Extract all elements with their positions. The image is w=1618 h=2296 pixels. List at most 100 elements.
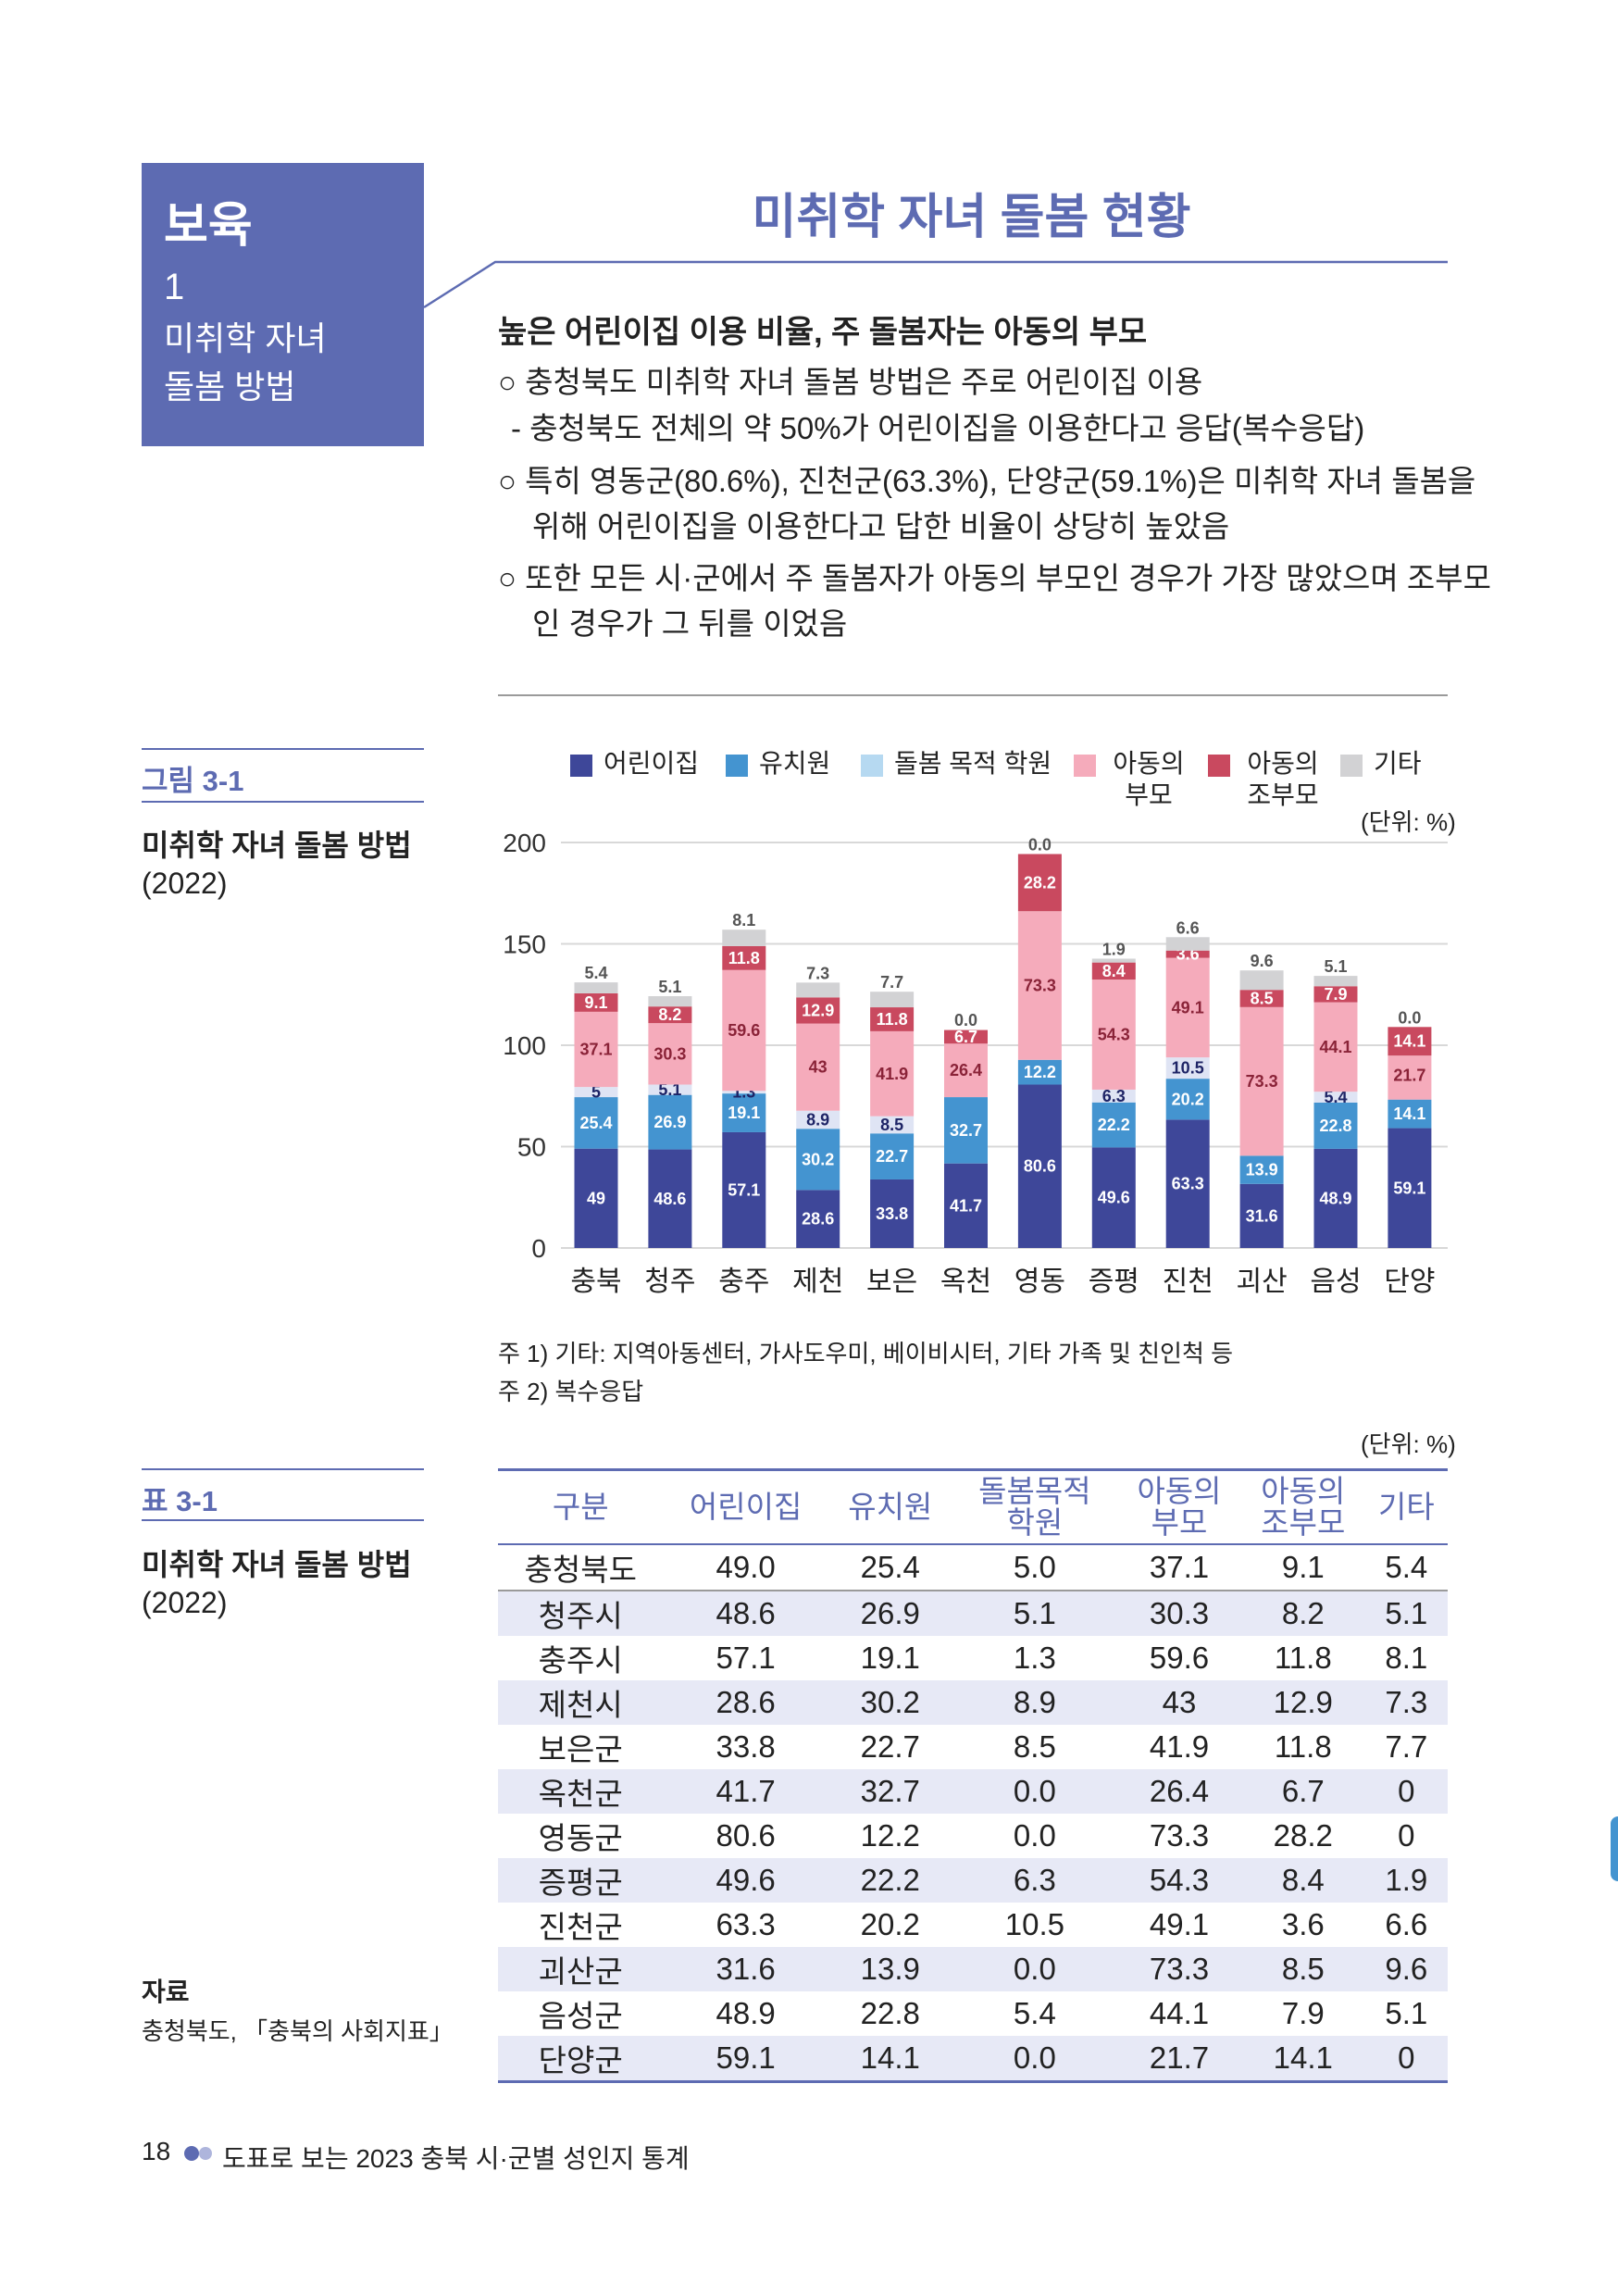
data-label: 26.9 — [653, 1113, 686, 1131]
bar-segment — [1165, 937, 1210, 951]
table-cell: 44.1 — [1149, 1995, 1210, 2030]
figure-note: 주 1) 기타: 지역아동센터, 가사도우미, 베이비시터, 기타 가족 및 친… — [498, 1340, 1234, 1367]
x-tick-label: 괴산 — [1236, 1267, 1287, 1297]
book-title: 도표로 보는 2023 충북 시·군별 성인지 통계 — [222, 2144, 690, 2173]
bar-segment — [1313, 976, 1358, 987]
column-header: 어린이집 — [663, 1468, 828, 1545]
table-cell: 49.6 — [663, 1857, 828, 1903]
bar-segment — [1091, 1089, 1136, 1103]
table-cell: 9.1 — [1240, 1543, 1365, 1591]
bar-segment — [796, 982, 840, 998]
table-cell: 57.1 — [716, 1640, 776, 1675]
data-label: 26.4 — [950, 1061, 982, 1079]
table-cell: 1.9 — [1364, 1857, 1448, 1903]
data-label: 22.8 — [1319, 1117, 1351, 1135]
table-cell: 5.1 — [952, 1590, 1118, 1636]
bar-segment — [648, 996, 692, 1007]
divider — [498, 694, 1448, 696]
legend-label: 아동의 부모 — [1113, 749, 1185, 809]
y-tick-label: 200 — [503, 829, 546, 857]
bar-segment — [722, 930, 766, 946]
table-cell: 8.4 — [1240, 1857, 1365, 1903]
table-cell: 1.3 — [1013, 1640, 1056, 1675]
table-cell: 5.4 — [1013, 1995, 1056, 2030]
figure-note: 주 2) 복수응답 — [498, 1378, 644, 1405]
bar-segment — [1165, 957, 1210, 1058]
data-label: 73.3 — [1024, 977, 1056, 995]
bar-segment — [870, 1133, 915, 1179]
bar-segment — [648, 1094, 692, 1150]
table-cell: 73.3 — [1117, 1946, 1241, 1991]
bar-segment — [574, 982, 618, 993]
bar-segment — [722, 1093, 766, 1132]
table-cell: 25.4 — [828, 1543, 952, 1591]
bar-segment — [870, 1007, 915, 1031]
data-label: 13.9 — [1246, 1161, 1278, 1179]
data-label: 22.7 — [876, 1147, 908, 1166]
page-title: 미취학 자녀 돌봄 현황 — [752, 191, 1191, 244]
row-label: 괴산군 — [498, 1946, 664, 1991]
data-label: 49.6 — [1098, 1189, 1130, 1207]
bar-segment — [1091, 980, 1136, 1090]
data-label: 33.8 — [876, 1204, 908, 1223]
table-cell: 19.1 — [860, 1640, 920, 1675]
bar-segment — [1165, 1057, 1210, 1079]
legend-label: 아동의 조부모 — [1247, 749, 1319, 809]
section-name-1: 미취학 자녀 — [164, 319, 327, 357]
data-label: 5.1 — [658, 1080, 681, 1099]
table-cell: 22.2 — [828, 1857, 952, 1903]
bar-segment — [796, 1190, 840, 1248]
data-label: 22.2 — [1098, 1116, 1130, 1134]
table-cell: 0 — [1364, 1768, 1448, 1814]
table-cell: 11.8 — [1274, 1640, 1332, 1675]
x-tick-label: 청주 — [644, 1267, 695, 1297]
table-cell: 80.6 — [716, 1817, 776, 1853]
data-label: 63.3 — [1172, 1175, 1204, 1193]
table-row: 단양군 59.1 14.1 0.0 21.7 14.1 0 — [498, 2035, 1448, 2083]
table-cell: 43 — [1117, 1679, 1241, 1725]
chart-unit: (단위: %) — [1361, 808, 1456, 836]
data-label: 5 — [591, 1083, 601, 1102]
bar-segment — [1091, 958, 1136, 963]
table-cell: 28.6 — [663, 1679, 828, 1725]
row-label: 충청북도 — [498, 1543, 664, 1591]
legend-swatch — [861, 755, 883, 777]
data-label: 6.6 — [1176, 918, 1200, 937]
stacked-bar-chart: 0 50 100 150 200 49 25.4 5 37.1 9.1 5.4 충북 48.6 26.9 5… — [503, 829, 1448, 1297]
row-label: 충주시 — [538, 1642, 623, 1678]
x-tick-label: 단양 — [1384, 1267, 1435, 1297]
table-cell: 14.1 — [828, 2035, 952, 2083]
table-cell: 41.7 — [663, 1768, 828, 1814]
data-label: 37.1 — [579, 1040, 612, 1058]
bar-segment — [944, 1163, 988, 1248]
table-cell: 0 — [1398, 1817, 1415, 1853]
table-cell: 0 — [1364, 2035, 1448, 2083]
table-cell: 8.9 — [952, 1679, 1118, 1725]
table-cell: 59.6 — [1149, 1640, 1210, 1675]
x-tick-label: 옥천 — [940, 1267, 991, 1297]
bar-segment — [870, 1179, 915, 1248]
dots-icon — [184, 2146, 212, 2161]
table-cell: 12.2 — [860, 1817, 920, 1853]
bar-segment — [1313, 1002, 1358, 1092]
data-label: 10.5 — [1172, 1059, 1204, 1078]
row-label: 증평군 — [498, 1857, 664, 1903]
bar-segment — [574, 1097, 618, 1149]
bar-segment — [1388, 1027, 1432, 1056]
table-cell: 32.7 — [828, 1768, 952, 1814]
data-label: 5.1 — [1324, 957, 1347, 976]
legend-swatch — [570, 755, 592, 777]
y-tick-label: 150 — [503, 930, 546, 959]
bar-segment — [722, 945, 766, 970]
data-label: 44.1 — [1319, 1038, 1351, 1056]
table-cell: 5.1 — [1385, 1995, 1428, 2030]
bar-segment — [944, 1043, 988, 1098]
table-year: (2022) — [142, 1586, 228, 1619]
x-tick-label: 진천 — [1163, 1267, 1214, 1297]
table-cell: 48.9 — [716, 1995, 776, 2030]
bar-segment — [574, 1011, 618, 1088]
figure-label: 그림 3-1 — [142, 765, 244, 797]
divider — [142, 1519, 424, 1521]
table-cell: 49.0 — [663, 1543, 828, 1591]
table-cell: 10.5 — [1004, 1906, 1064, 1941]
